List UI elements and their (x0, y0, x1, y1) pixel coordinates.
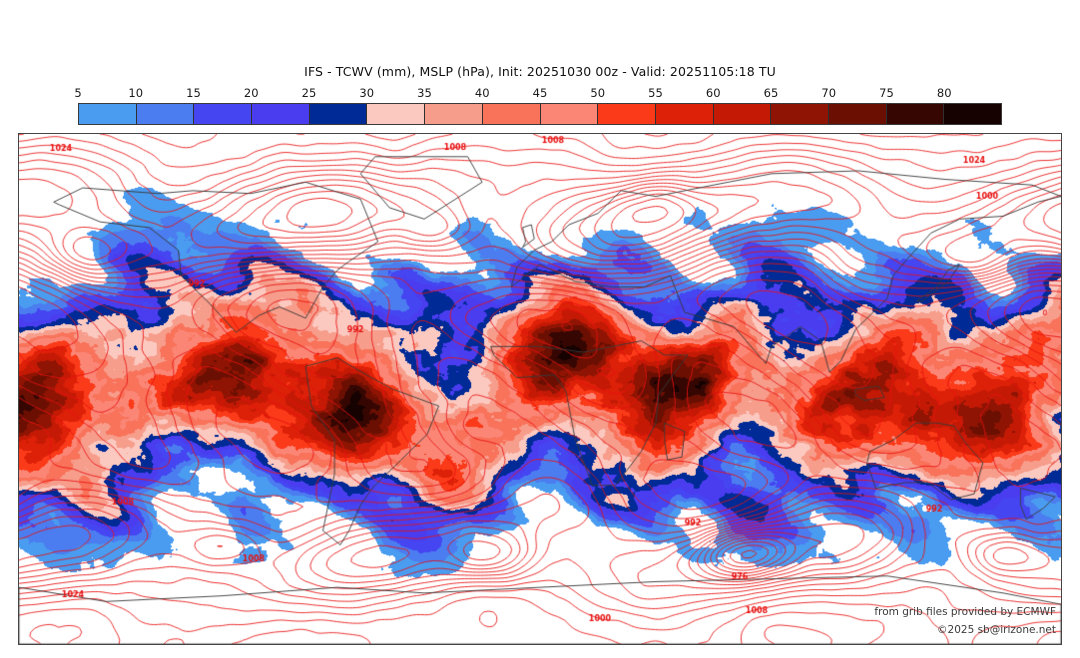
tcwv-mslp-map-canvas[interactable] (19, 134, 1061, 644)
colorbar-tick-40: 40 (474, 86, 490, 100)
colorbar-tick-70: 70 (821, 86, 837, 100)
map-panel[interactable] (18, 133, 1062, 645)
colorbar-swatch-45-50 (540, 104, 599, 124)
colorbar-tick-60: 60 (705, 86, 721, 100)
colorbar-swatch-10-15 (136, 104, 195, 124)
data-source-credit: from grib files provided by ECMWF (874, 606, 1056, 618)
colorbar-swatch-5-10 (79, 104, 137, 124)
colorbar-swatch-60-65 (713, 104, 772, 124)
colorbar-swatch-70-75 (828, 104, 887, 124)
colorbar-swatches (78, 103, 1002, 125)
colorbar-tick-75: 75 (879, 86, 894, 100)
colorbar-tick-45: 45 (532, 86, 548, 100)
copyright-credit: ©2025 sb@irizone.net (937, 624, 1056, 636)
colorbar-swatch-35-40 (425, 104, 483, 124)
colorbar-swatch-65-70 (771, 104, 829, 124)
colorbar: 5 10 15 20 25 30 35 40 45 50 55 60 65 70 75 80 (74, 86, 1002, 125)
colorbar-tick-labels: 5 10 15 20 25 30 35 40 45 50 55 60 65 70 75 80 (74, 86, 1002, 101)
colorbar-swatch-50-55 (598, 104, 656, 124)
colorbar-swatch-25-30 (309, 104, 368, 124)
colorbar-swatch-40-45 (482, 104, 541, 124)
colorbar-swatch-20-25 (252, 104, 310, 124)
colorbar-tick-30: 30 (359, 86, 375, 100)
colorbar-swatch-75-80 (886, 104, 945, 124)
colorbar-tick-15: 15 (186, 86, 201, 100)
colorbar-swatch->80 (944, 104, 1001, 124)
colorbar-tick-25: 25 (301, 86, 317, 100)
colorbar-tick-20: 20 (243, 86, 259, 100)
colorbar-tick-5: 5 (74, 86, 82, 100)
colorbar-tick-35: 35 (417, 86, 432, 100)
colorbar-tick-65: 65 (763, 86, 779, 100)
colorbar-tick-80: 80 (936, 86, 952, 100)
colorbar-tick-55: 55 (648, 86, 663, 100)
page-title: IFS - TCWV (mm), MSLP (hPa), Init: 20251… (304, 64, 776, 79)
colorbar-tick-10: 10 (128, 86, 144, 100)
colorbar-swatch-15-20 (194, 104, 253, 124)
colorbar-tick-50: 50 (590, 86, 606, 100)
colorbar-swatch-30-35 (367, 104, 426, 124)
colorbar-swatch-55-60 (655, 104, 714, 124)
